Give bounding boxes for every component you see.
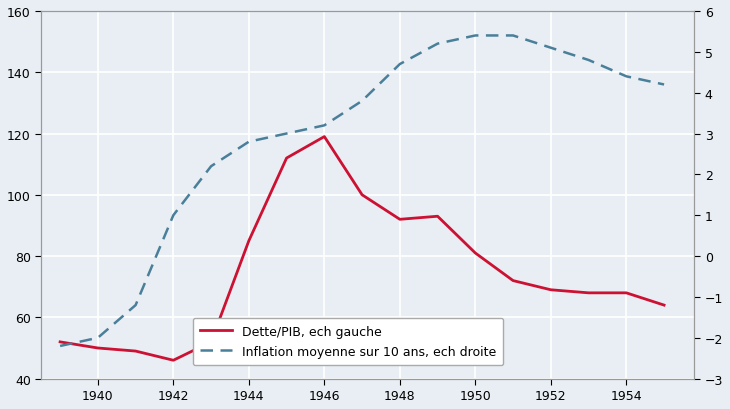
Inflation moyenne sur 10 ans, ech droite	[584, 58, 593, 63]
Inflation moyenne sur 10 ans, ech droite	[283, 132, 291, 137]
Inflation moyenne sur 10 ans, ech droite	[471, 34, 480, 39]
Dette/PIB, ech gauche	[320, 135, 328, 140]
Line: Inflation moyenne sur 10 ans, ech droite: Inflation moyenne sur 10 ans, ech droite	[60, 36, 664, 346]
Inflation moyenne sur 10 ans, ech droite	[358, 99, 366, 104]
Inflation moyenne sur 10 ans, ech droite	[169, 213, 177, 218]
Dette/PIB, ech gauche	[584, 291, 593, 296]
Inflation moyenne sur 10 ans, ech droite	[320, 124, 328, 128]
Inflation moyenne sur 10 ans, ech droite	[245, 140, 253, 145]
Inflation moyenne sur 10 ans, ech droite	[622, 75, 631, 80]
Dette/PIB, ech gauche	[93, 346, 102, 351]
Dette/PIB, ech gauche	[207, 339, 215, 344]
Dette/PIB, ech gauche	[169, 358, 177, 363]
Inflation moyenne sur 10 ans, ech droite	[93, 335, 102, 340]
Dette/PIB, ech gauche	[283, 156, 291, 161]
Dette/PIB, ech gauche	[396, 217, 404, 222]
Legend: Dette/PIB, ech gauche, Inflation moyenne sur 10 ans, ech droite: Dette/PIB, ech gauche, Inflation moyenne…	[193, 318, 504, 365]
Dette/PIB, ech gauche	[660, 303, 669, 308]
Dette/PIB, ech gauche	[622, 291, 631, 296]
Dette/PIB, ech gauche	[509, 279, 518, 283]
Line: Dette/PIB, ech gauche: Dette/PIB, ech gauche	[60, 137, 664, 360]
Inflation moyenne sur 10 ans, ech droite	[433, 42, 442, 47]
Dette/PIB, ech gauche	[471, 251, 480, 256]
Inflation moyenne sur 10 ans, ech droite	[131, 303, 140, 308]
Inflation moyenne sur 10 ans, ech droite	[660, 83, 669, 88]
Inflation moyenne sur 10 ans, ech droite	[509, 34, 518, 39]
Dette/PIB, ech gauche	[131, 349, 140, 354]
Inflation moyenne sur 10 ans, ech droite	[207, 164, 215, 169]
Dette/PIB, ech gauche	[547, 288, 556, 292]
Dette/PIB, ech gauche	[433, 214, 442, 219]
Dette/PIB, ech gauche	[55, 339, 64, 344]
Inflation moyenne sur 10 ans, ech droite	[547, 46, 556, 51]
Inflation moyenne sur 10 ans, ech droite	[55, 344, 64, 348]
Inflation moyenne sur 10 ans, ech droite	[396, 63, 404, 67]
Dette/PIB, ech gauche	[245, 239, 253, 244]
Dette/PIB, ech gauche	[358, 193, 366, 198]
